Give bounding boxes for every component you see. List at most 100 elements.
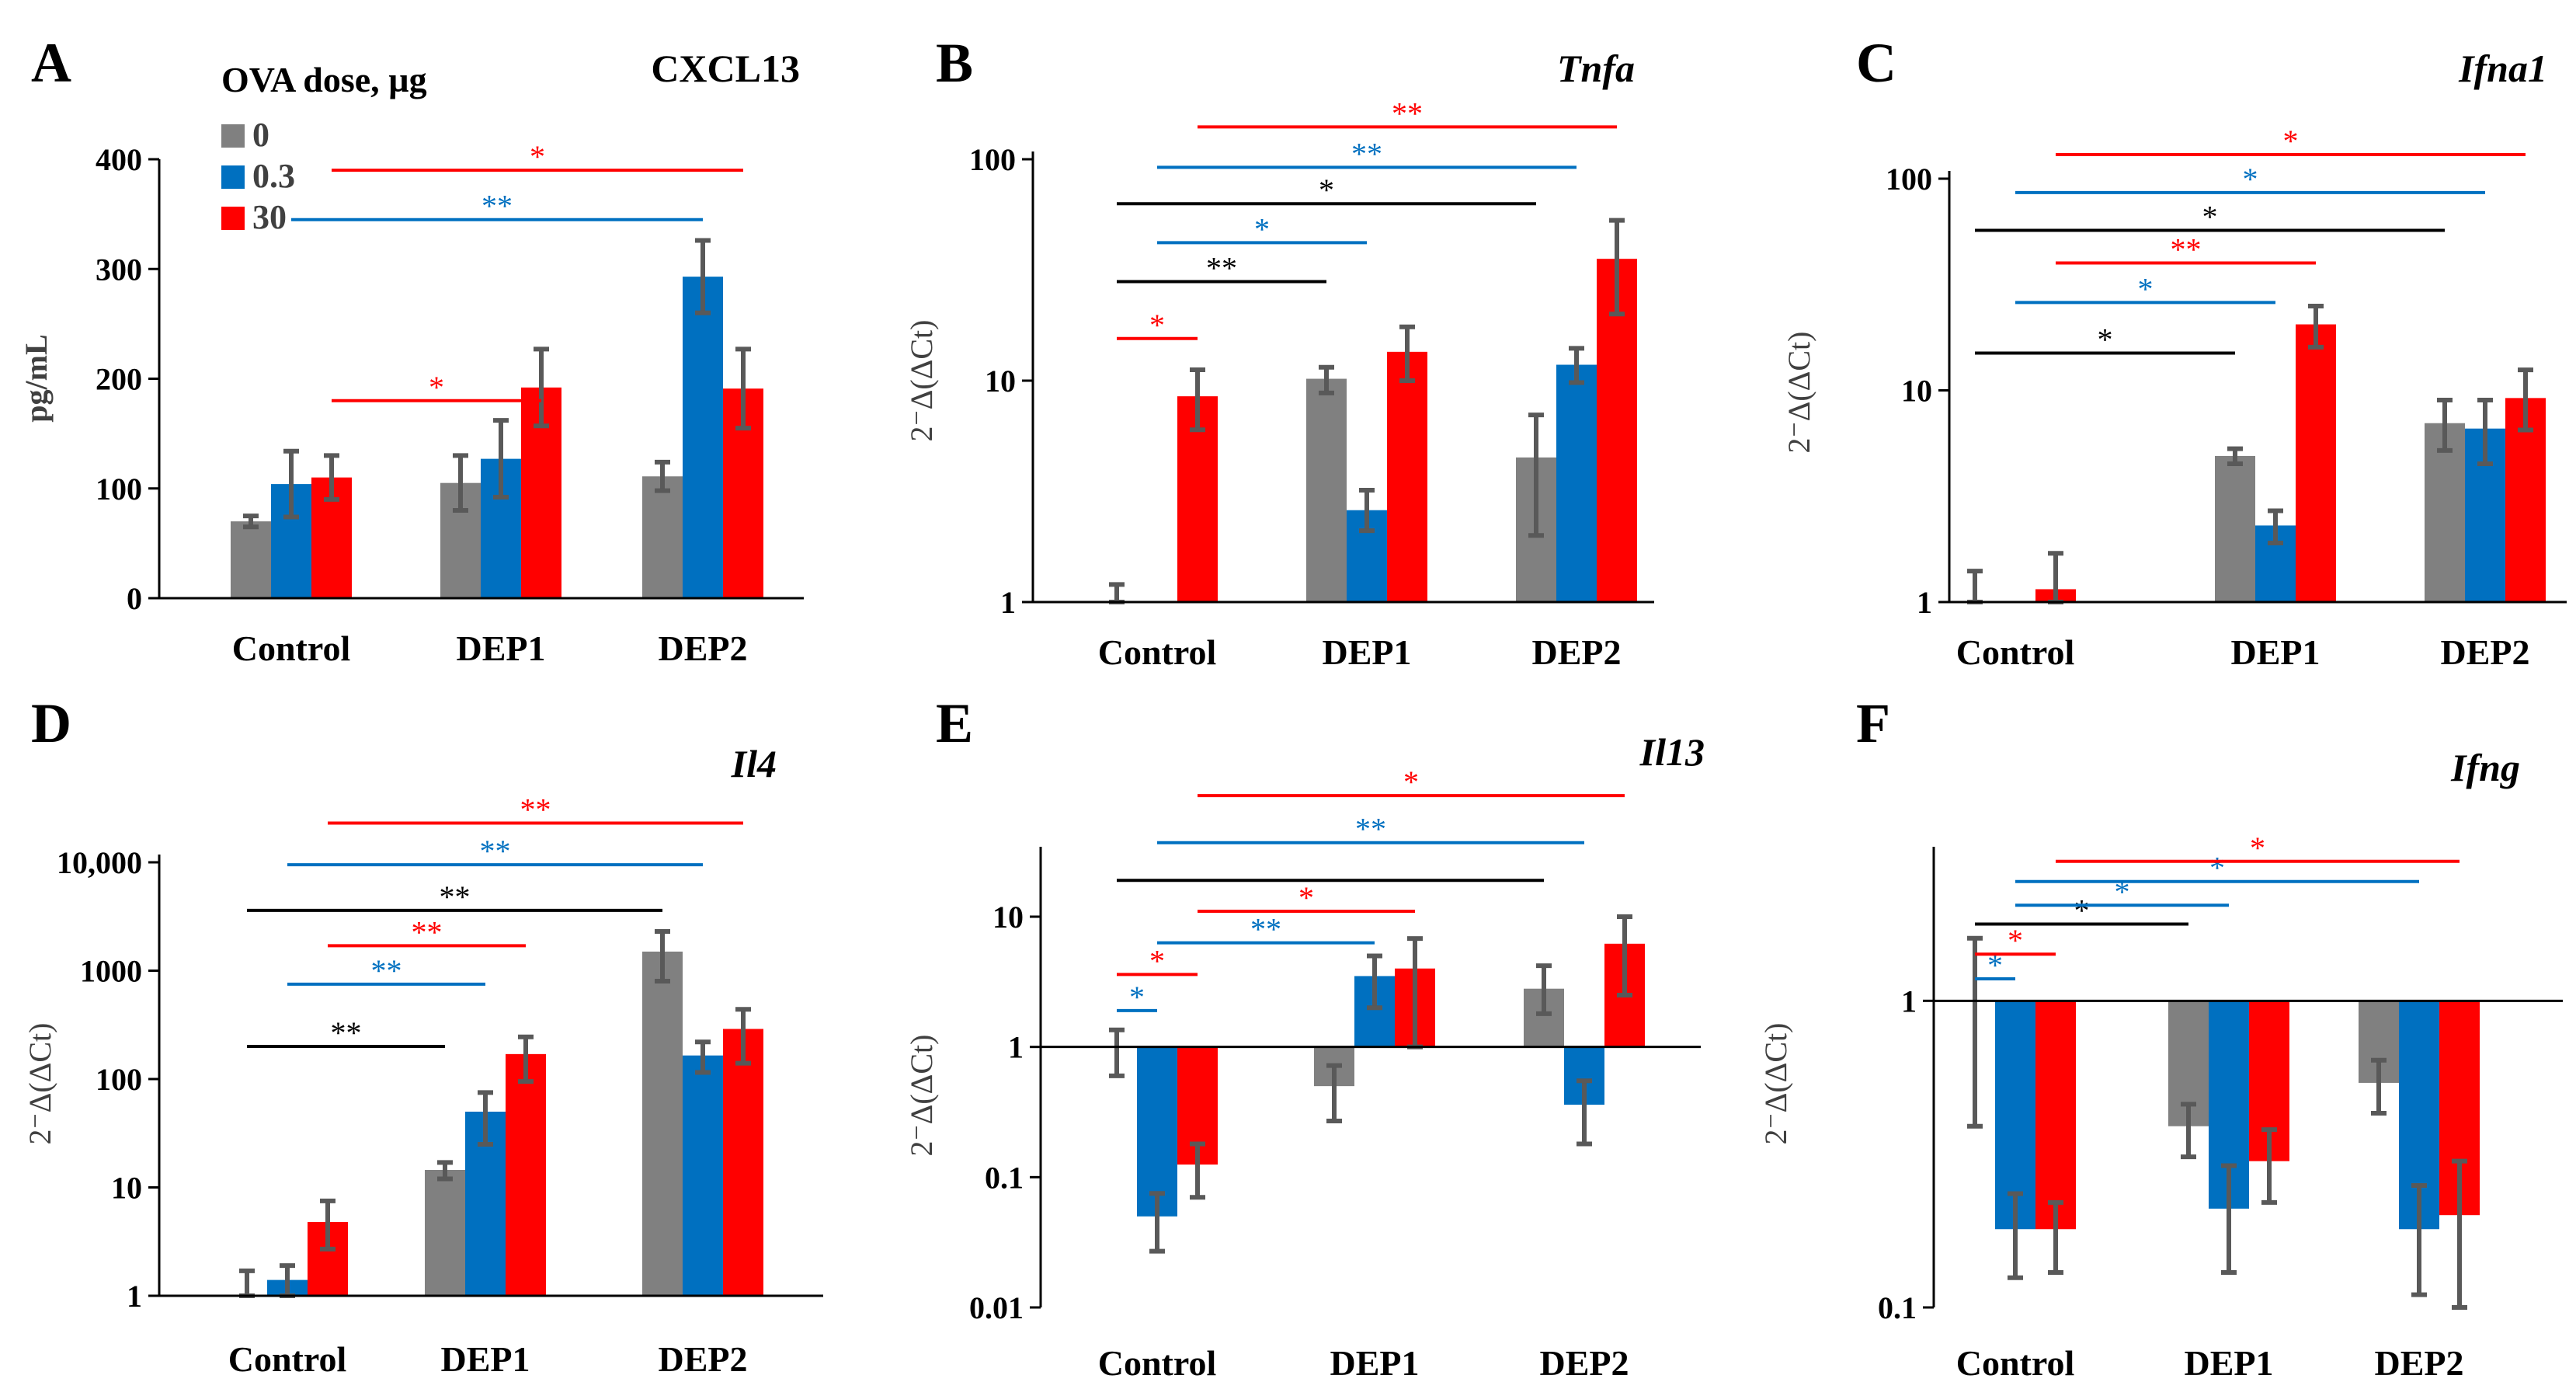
bar-dep2-0 bbox=[642, 951, 683, 1296]
significance-marker: ** bbox=[481, 189, 513, 224]
panel-title: Il4 bbox=[731, 742, 777, 785]
significance-marker: * bbox=[429, 370, 444, 405]
significance-marker: ** bbox=[480, 834, 511, 869]
legend-label: 30 bbox=[252, 198, 287, 236]
y-tick-label: 100 bbox=[96, 1062, 142, 1097]
bar-dep2-0.3 bbox=[683, 277, 723, 598]
bar-control-0.3 bbox=[1137, 1046, 1177, 1217]
significance-marker: * bbox=[2098, 322, 2113, 357]
significance-marker: * bbox=[2250, 830, 2265, 865]
bar-dep1-30 bbox=[1387, 351, 1427, 602]
panel-title: Ifng bbox=[2450, 746, 2520, 789]
panel-letter: E bbox=[936, 692, 973, 754]
y-tick-label: 0 bbox=[127, 581, 142, 616]
y-tick-label: 1 bbox=[1000, 585, 1016, 620]
significance-marker: * bbox=[2209, 851, 2225, 886]
y-tick-label: 10,000 bbox=[57, 845, 142, 880]
y-axis-label: pg/mL bbox=[19, 334, 54, 422]
bar-control-0 bbox=[231, 521, 271, 598]
significance-marker: * bbox=[2074, 893, 2090, 928]
panel-title: Ifna1 bbox=[2458, 47, 2547, 90]
y-tick-label: 100 bbox=[96, 472, 142, 507]
bar-dep2-0.3 bbox=[683, 1055, 723, 1296]
y-axis-label: 2⁻Δ(ΔCt) bbox=[1758, 1023, 1793, 1145]
y-tick-label: 1 bbox=[1901, 983, 1917, 1018]
x-tick-label: Control bbox=[232, 628, 351, 668]
significance-marker: ** bbox=[1206, 251, 1237, 286]
bar-control-30 bbox=[2035, 1001, 2076, 1230]
y-tick-label: 1 bbox=[1917, 585, 1932, 620]
y-axis-label: 2⁻Δ(ΔCt) bbox=[904, 1035, 939, 1157]
y-tick-label: 400 bbox=[96, 142, 142, 177]
x-tick-label: DEP1 bbox=[441, 1339, 530, 1379]
x-tick-label: Control bbox=[1956, 632, 2075, 672]
y-tick-label: 200 bbox=[96, 362, 142, 397]
legend-title: OVA dose, µg bbox=[221, 60, 427, 99]
y-axis-label: 2⁻Δ(ΔCt) bbox=[23, 1023, 57, 1145]
significance-marker: ** bbox=[1392, 96, 1423, 131]
y-tick-label: 1 bbox=[1008, 1030, 1024, 1065]
significance-marker: ** bbox=[412, 914, 443, 949]
bar-dep1-0 bbox=[2215, 455, 2255, 602]
y-tick-label: 100 bbox=[969, 142, 1016, 177]
bar-dep2-0 bbox=[642, 476, 683, 598]
legend-swatch bbox=[221, 124, 245, 148]
y-tick-label: 1000 bbox=[80, 954, 142, 989]
y-tick-label: 10 bbox=[111, 1171, 142, 1206]
x-tick-label: DEP2 bbox=[2375, 1343, 2464, 1383]
y-tick-label: 10 bbox=[985, 364, 1016, 399]
legend-swatch bbox=[221, 165, 245, 189]
x-tick-label: DEP2 bbox=[659, 628, 748, 668]
x-tick-label: DEP1 bbox=[1323, 632, 1412, 672]
y-tick-label: 100 bbox=[1886, 162, 1932, 197]
panel-letter: A bbox=[31, 32, 71, 94]
panel-title: CXCL13 bbox=[651, 47, 800, 90]
legend-label: 0 bbox=[252, 116, 269, 154]
significance-marker: * bbox=[530, 139, 545, 174]
significance-marker: * bbox=[1254, 211, 1270, 246]
significance-marker: * bbox=[1149, 943, 1165, 978]
panel-title: Il13 bbox=[1639, 730, 1705, 774]
significance-marker: ** bbox=[1355, 812, 1386, 847]
x-tick-label: DEP1 bbox=[2231, 632, 2320, 672]
y-tick-label: 1 bbox=[127, 1279, 142, 1314]
panel-letter: C bbox=[1856, 32, 1896, 94]
panel-letter: F bbox=[1856, 692, 1890, 754]
x-tick-label: Control bbox=[1098, 1343, 1217, 1383]
bar-dep1-30 bbox=[506, 1053, 546, 1296]
x-tick-label: DEP1 bbox=[457, 628, 546, 668]
bar-control-0.3 bbox=[1995, 1001, 2035, 1230]
significance-marker: * bbox=[2243, 162, 2258, 197]
significance-marker: * bbox=[1987, 948, 2003, 983]
y-tick-label: 0.1 bbox=[985, 1160, 1024, 1195]
bar-dep2-0.3 bbox=[1556, 364, 1597, 602]
significance-marker: * bbox=[1149, 308, 1165, 343]
x-tick-label: DEP2 bbox=[659, 1339, 748, 1379]
y-axis-label: 2⁻Δ(ΔCt) bbox=[904, 320, 939, 442]
significance-marker: * bbox=[1319, 172, 1334, 207]
significance-marker: * bbox=[2138, 271, 2154, 306]
bar-dep1-30 bbox=[2296, 324, 2336, 602]
legend-swatch bbox=[221, 207, 245, 230]
significance-marker: ** bbox=[371, 953, 402, 988]
panel-letter: B bbox=[936, 32, 973, 94]
bar-dep2-0 bbox=[2425, 423, 2465, 602]
significance-marker: * bbox=[2202, 200, 2218, 235]
significance-marker: * bbox=[1403, 764, 1419, 799]
significance-marker: * bbox=[2283, 124, 2299, 158]
x-tick-label: Control bbox=[1098, 632, 1217, 672]
significance-marker: ** bbox=[2171, 232, 2202, 266]
significance-marker: ** bbox=[331, 1015, 362, 1050]
x-tick-label: DEP2 bbox=[2441, 632, 2530, 672]
x-tick-label: DEP2 bbox=[1532, 632, 1622, 672]
x-tick-label: Control bbox=[228, 1339, 347, 1379]
significance-marker: * bbox=[1129, 980, 1145, 1015]
panel-d: D Il4 2⁻Δ(ΔCt) 1 10 100 1000 10,000 Control DEP1 D… bbox=[23, 692, 823, 1379]
y-tick-label: 300 bbox=[96, 252, 142, 287]
y-tick-label: 10 bbox=[993, 900, 1024, 935]
